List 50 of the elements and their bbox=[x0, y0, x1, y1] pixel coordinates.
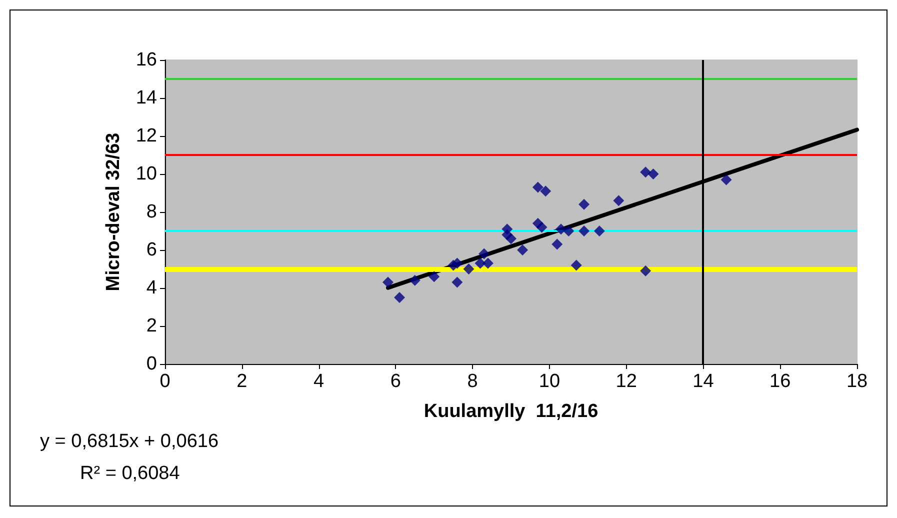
point bbox=[570, 260, 582, 271]
point bbox=[532, 182, 544, 193]
point bbox=[720, 174, 732, 186]
point bbox=[648, 168, 659, 180]
y-tick-label: 16 bbox=[136, 50, 157, 70]
y-tick-label: 14 bbox=[136, 88, 158, 108]
y-tick-label: 0 bbox=[146, 354, 157, 374]
point bbox=[613, 195, 624, 206]
point bbox=[555, 224, 566, 235]
x-tick-label: 16 bbox=[770, 371, 791, 392]
x-axis-title: Kuulamylly 11,2/16 bbox=[424, 401, 598, 422]
y-tick-label: 12 bbox=[136, 126, 157, 146]
point bbox=[452, 276, 463, 288]
text: y = 0,6815x + 0,0616 bbox=[40, 431, 219, 452]
point bbox=[452, 258, 463, 269]
x-tick-label: 18 bbox=[846, 371, 868, 392]
point bbox=[482, 258, 494, 269]
y-tick-label: 8 bbox=[146, 202, 157, 222]
x-tick-label: 0 bbox=[160, 371, 170, 392]
x-tick-label: 2 bbox=[236, 371, 248, 392]
x-tick-label: 10 bbox=[538, 371, 560, 392]
x-tick-label: 6 bbox=[390, 371, 401, 392]
x-tick-label: 8 bbox=[467, 371, 478, 392]
x-tick-label: 4 bbox=[313, 371, 324, 392]
point bbox=[563, 226, 574, 236]
point bbox=[382, 276, 394, 288]
point bbox=[640, 265, 652, 276]
text: R² = 0,6084 bbox=[80, 463, 180, 484]
point bbox=[536, 222, 548, 233]
point bbox=[552, 238, 563, 250]
point bbox=[394, 292, 406, 303]
point bbox=[640, 166, 652, 178]
point bbox=[463, 264, 474, 274]
point bbox=[540, 186, 552, 197]
y-tick-label: 2 bbox=[146, 316, 157, 336]
x-tick-label: 12 bbox=[616, 371, 637, 392]
point bbox=[409, 274, 420, 286]
y-tick-label: 6 bbox=[146, 240, 157, 260]
point bbox=[594, 226, 605, 236]
point bbox=[428, 271, 440, 282]
point bbox=[578, 226, 590, 236]
y-tick-label: 10 bbox=[136, 164, 157, 184]
y-tick-label: 4 bbox=[146, 278, 158, 298]
point bbox=[517, 244, 528, 256]
point bbox=[578, 198, 590, 210]
x-tick-label: 14 bbox=[692, 371, 714, 392]
point bbox=[474, 258, 486, 269]
y-axis-title: Micro-deval 32/63 bbox=[103, 132, 124, 292]
point bbox=[506, 233, 516, 244]
point bbox=[478, 248, 490, 260]
